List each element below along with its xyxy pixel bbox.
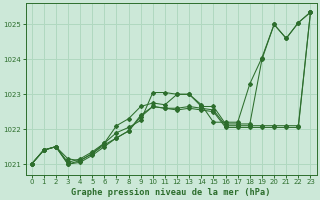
X-axis label: Graphe pression niveau de la mer (hPa): Graphe pression niveau de la mer (hPa) <box>71 188 271 197</box>
